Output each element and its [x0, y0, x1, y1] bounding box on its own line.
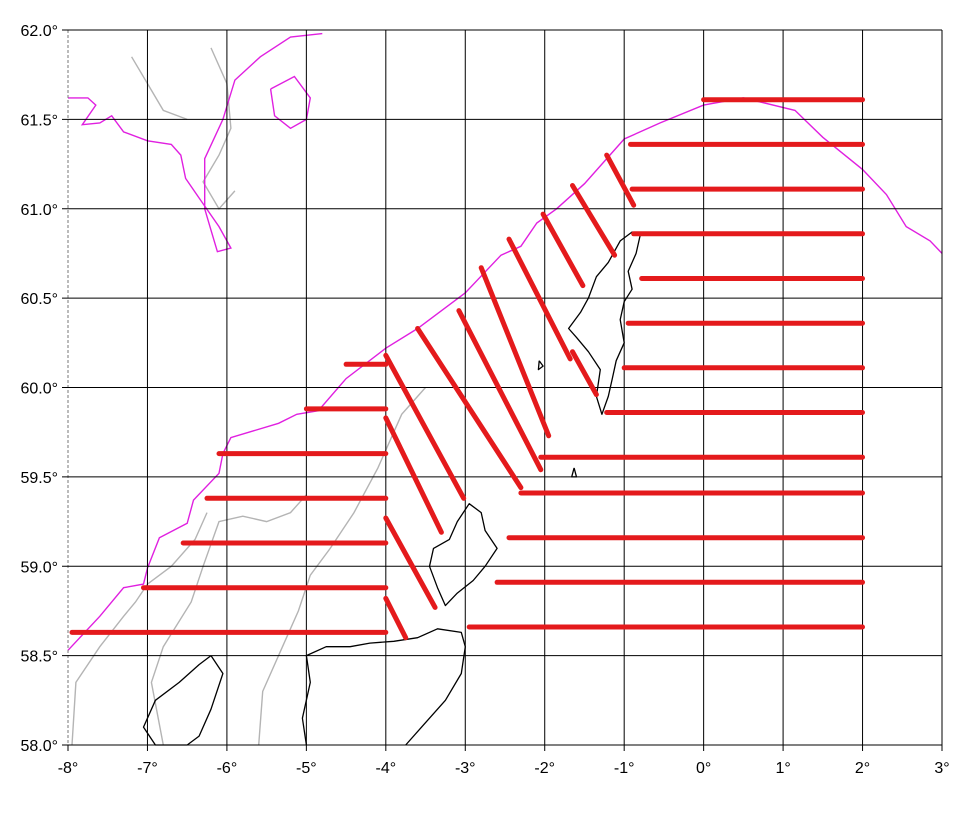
shelf-edge-line — [67, 97, 943, 651]
transect-27 — [415, 326, 524, 491]
y-tick-label: 61.0° — [20, 202, 58, 219]
x-tick-label: 1° — [775, 760, 790, 777]
graticule-grid — [62, 29, 943, 751]
x-tick-label: -1° — [614, 760, 635, 777]
transect-28 — [383, 352, 467, 501]
coastline-orkney — [428, 503, 498, 607]
x-tick-label: -6° — [217, 760, 238, 777]
transect-21 — [570, 183, 618, 258]
x-tick-label: -5° — [296, 760, 317, 777]
y-tick-label-min: 58.0° — [20, 738, 58, 755]
y-tick-label: 58.5° — [20, 649, 58, 666]
coastline-foula — [537, 360, 544, 371]
y-tick-label: 59.5° — [20, 470, 58, 487]
longitude-axis: -8° -7° -6° -5° -4° -3° -2° -1° 0° 1° 2° 3° — [58, 760, 950, 777]
survey-transects — [69, 97, 865, 641]
transect-24 — [570, 349, 599, 398]
y-tick-label: 62.0° — [20, 23, 58, 40]
shelf-edge-line-nw — [68, 32, 323, 253]
latitude-axis: 62.0° 61.5° 61.0° 60.5° 60.0° 59.5° 59.0° 58.5°… — [20, 23, 58, 755]
x-tick-label: -4° — [376, 760, 397, 777]
y-tick-label: 61.5° — [20, 112, 58, 129]
transect-31 — [383, 595, 409, 641]
depth-contour-0 — [71, 512, 208, 746]
depth-contour-2 — [258, 387, 427, 746]
x-tick-label: 2° — [855, 760, 870, 777]
transect-29 — [383, 415, 444, 535]
y-tick-label: 60.0° — [20, 381, 58, 398]
x-tick-label: 3° — [934, 760, 949, 777]
transect-22 — [540, 211, 586, 289]
transect-30 — [383, 515, 438, 610]
x-tick-label: -8° — [58, 760, 79, 777]
x-tick-label: -3° — [455, 760, 476, 777]
x-tick-label: -7° — [137, 760, 158, 777]
transect-23 — [506, 236, 573, 362]
transect-20 — [604, 152, 637, 208]
depth-contour-4 — [130, 56, 188, 121]
transect-25 — [478, 265, 552, 439]
transect-26 — [456, 308, 544, 473]
y-tick-label: 60.5° — [20, 291, 58, 308]
x-tick-label: -2° — [534, 760, 555, 777]
x-tick-label: 0° — [696, 760, 711, 777]
y-tick-label: 59.0° — [20, 559, 58, 576]
